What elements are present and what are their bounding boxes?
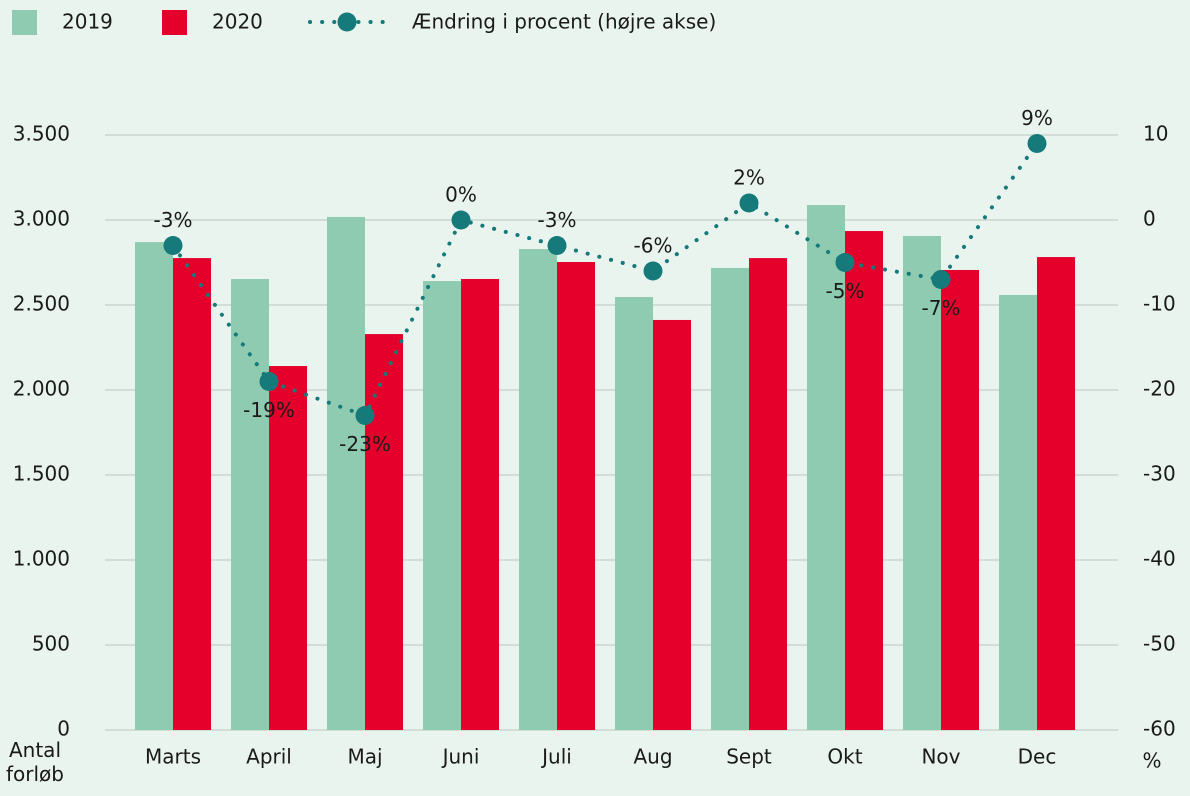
y-tick-label: 2.000 xyxy=(13,377,70,401)
legend-label: Ændring i procent (højre akse) xyxy=(412,10,716,34)
bar xyxy=(423,281,461,730)
data-label: -3% xyxy=(538,208,577,232)
y2-tick-label: 10 xyxy=(1143,122,1168,146)
legend-label: 2020 xyxy=(212,10,263,34)
y2-tick-label: -40 xyxy=(1143,547,1176,571)
bar xyxy=(653,319,691,730)
line-marker xyxy=(163,236,183,255)
bar xyxy=(557,261,595,730)
legend-marker xyxy=(337,12,357,32)
data-label: 0% xyxy=(445,183,477,207)
y-tick-label: 500 xyxy=(32,632,70,656)
x-tick-label: Sept xyxy=(726,745,772,769)
x-tick-label: April xyxy=(246,745,292,769)
bar xyxy=(269,366,307,730)
y2-tick-label: -20 xyxy=(1143,377,1176,401)
y-tick-label: 3.000 xyxy=(13,207,70,231)
data-label: -3% xyxy=(154,208,193,232)
data-label: -7% xyxy=(922,296,961,320)
y-tick-label: 2.500 xyxy=(13,292,70,316)
bar xyxy=(615,297,653,730)
line-marker xyxy=(547,236,567,255)
bar xyxy=(231,278,269,730)
data-label: -6% xyxy=(634,234,673,258)
line-marker xyxy=(643,261,663,281)
bar xyxy=(711,267,749,730)
x-tick-label: Aug xyxy=(633,745,672,769)
line-marker xyxy=(1027,134,1047,153)
data-label: 2% xyxy=(733,166,765,190)
x-tick-label: Dec xyxy=(1018,745,1057,769)
x-tick-label: Juni xyxy=(441,745,480,769)
bar xyxy=(941,269,979,730)
bar xyxy=(365,334,403,730)
data-label: -23% xyxy=(339,432,391,456)
y2-tick-label: -10 xyxy=(1143,292,1176,316)
y-tick-label: 3.500 xyxy=(13,122,70,146)
y2-tick-label: -60 xyxy=(1143,717,1176,741)
line-marker xyxy=(835,253,855,272)
x-tick-label: Marts xyxy=(145,745,201,769)
y-axis-label: Antal forløb xyxy=(6,738,64,786)
x-tick-label: Nov xyxy=(921,745,960,769)
bar xyxy=(1037,257,1075,730)
line-marker xyxy=(451,210,471,230)
y-tick-label: 0 xyxy=(57,717,70,741)
data-label: -5% xyxy=(826,279,865,303)
y-tick-label: 1.000 xyxy=(13,547,70,571)
legend-swatch xyxy=(12,10,37,35)
y2-tick-label: -50 xyxy=(1143,632,1176,656)
line-marker xyxy=(355,406,375,425)
line-marker xyxy=(259,372,279,391)
bar xyxy=(173,258,211,730)
data-label: -19% xyxy=(243,398,295,422)
data-label: 9% xyxy=(1021,106,1053,130)
y2-tick-label: -30 xyxy=(1143,462,1176,486)
y2-axis-label: % xyxy=(1142,749,1161,773)
legend-swatch xyxy=(162,10,187,35)
bar xyxy=(999,294,1037,730)
line-marker xyxy=(931,270,951,289)
line-marker xyxy=(739,193,759,213)
bar xyxy=(749,258,787,730)
line xyxy=(171,141,1039,418)
y-tick-label: 1.500 xyxy=(13,462,70,486)
bar xyxy=(327,216,365,730)
bar xyxy=(903,235,941,731)
x-tick-label: Juli xyxy=(540,745,572,769)
y2-tick-label: 0 xyxy=(1143,207,1156,231)
bar xyxy=(519,249,557,730)
bar xyxy=(461,278,499,730)
bar xyxy=(845,231,883,731)
bar xyxy=(807,205,845,731)
x-tick-label: Maj xyxy=(347,745,382,769)
legend-label: 2019 xyxy=(62,10,113,34)
bar xyxy=(135,242,173,730)
x-tick-label: Okt xyxy=(827,745,862,769)
